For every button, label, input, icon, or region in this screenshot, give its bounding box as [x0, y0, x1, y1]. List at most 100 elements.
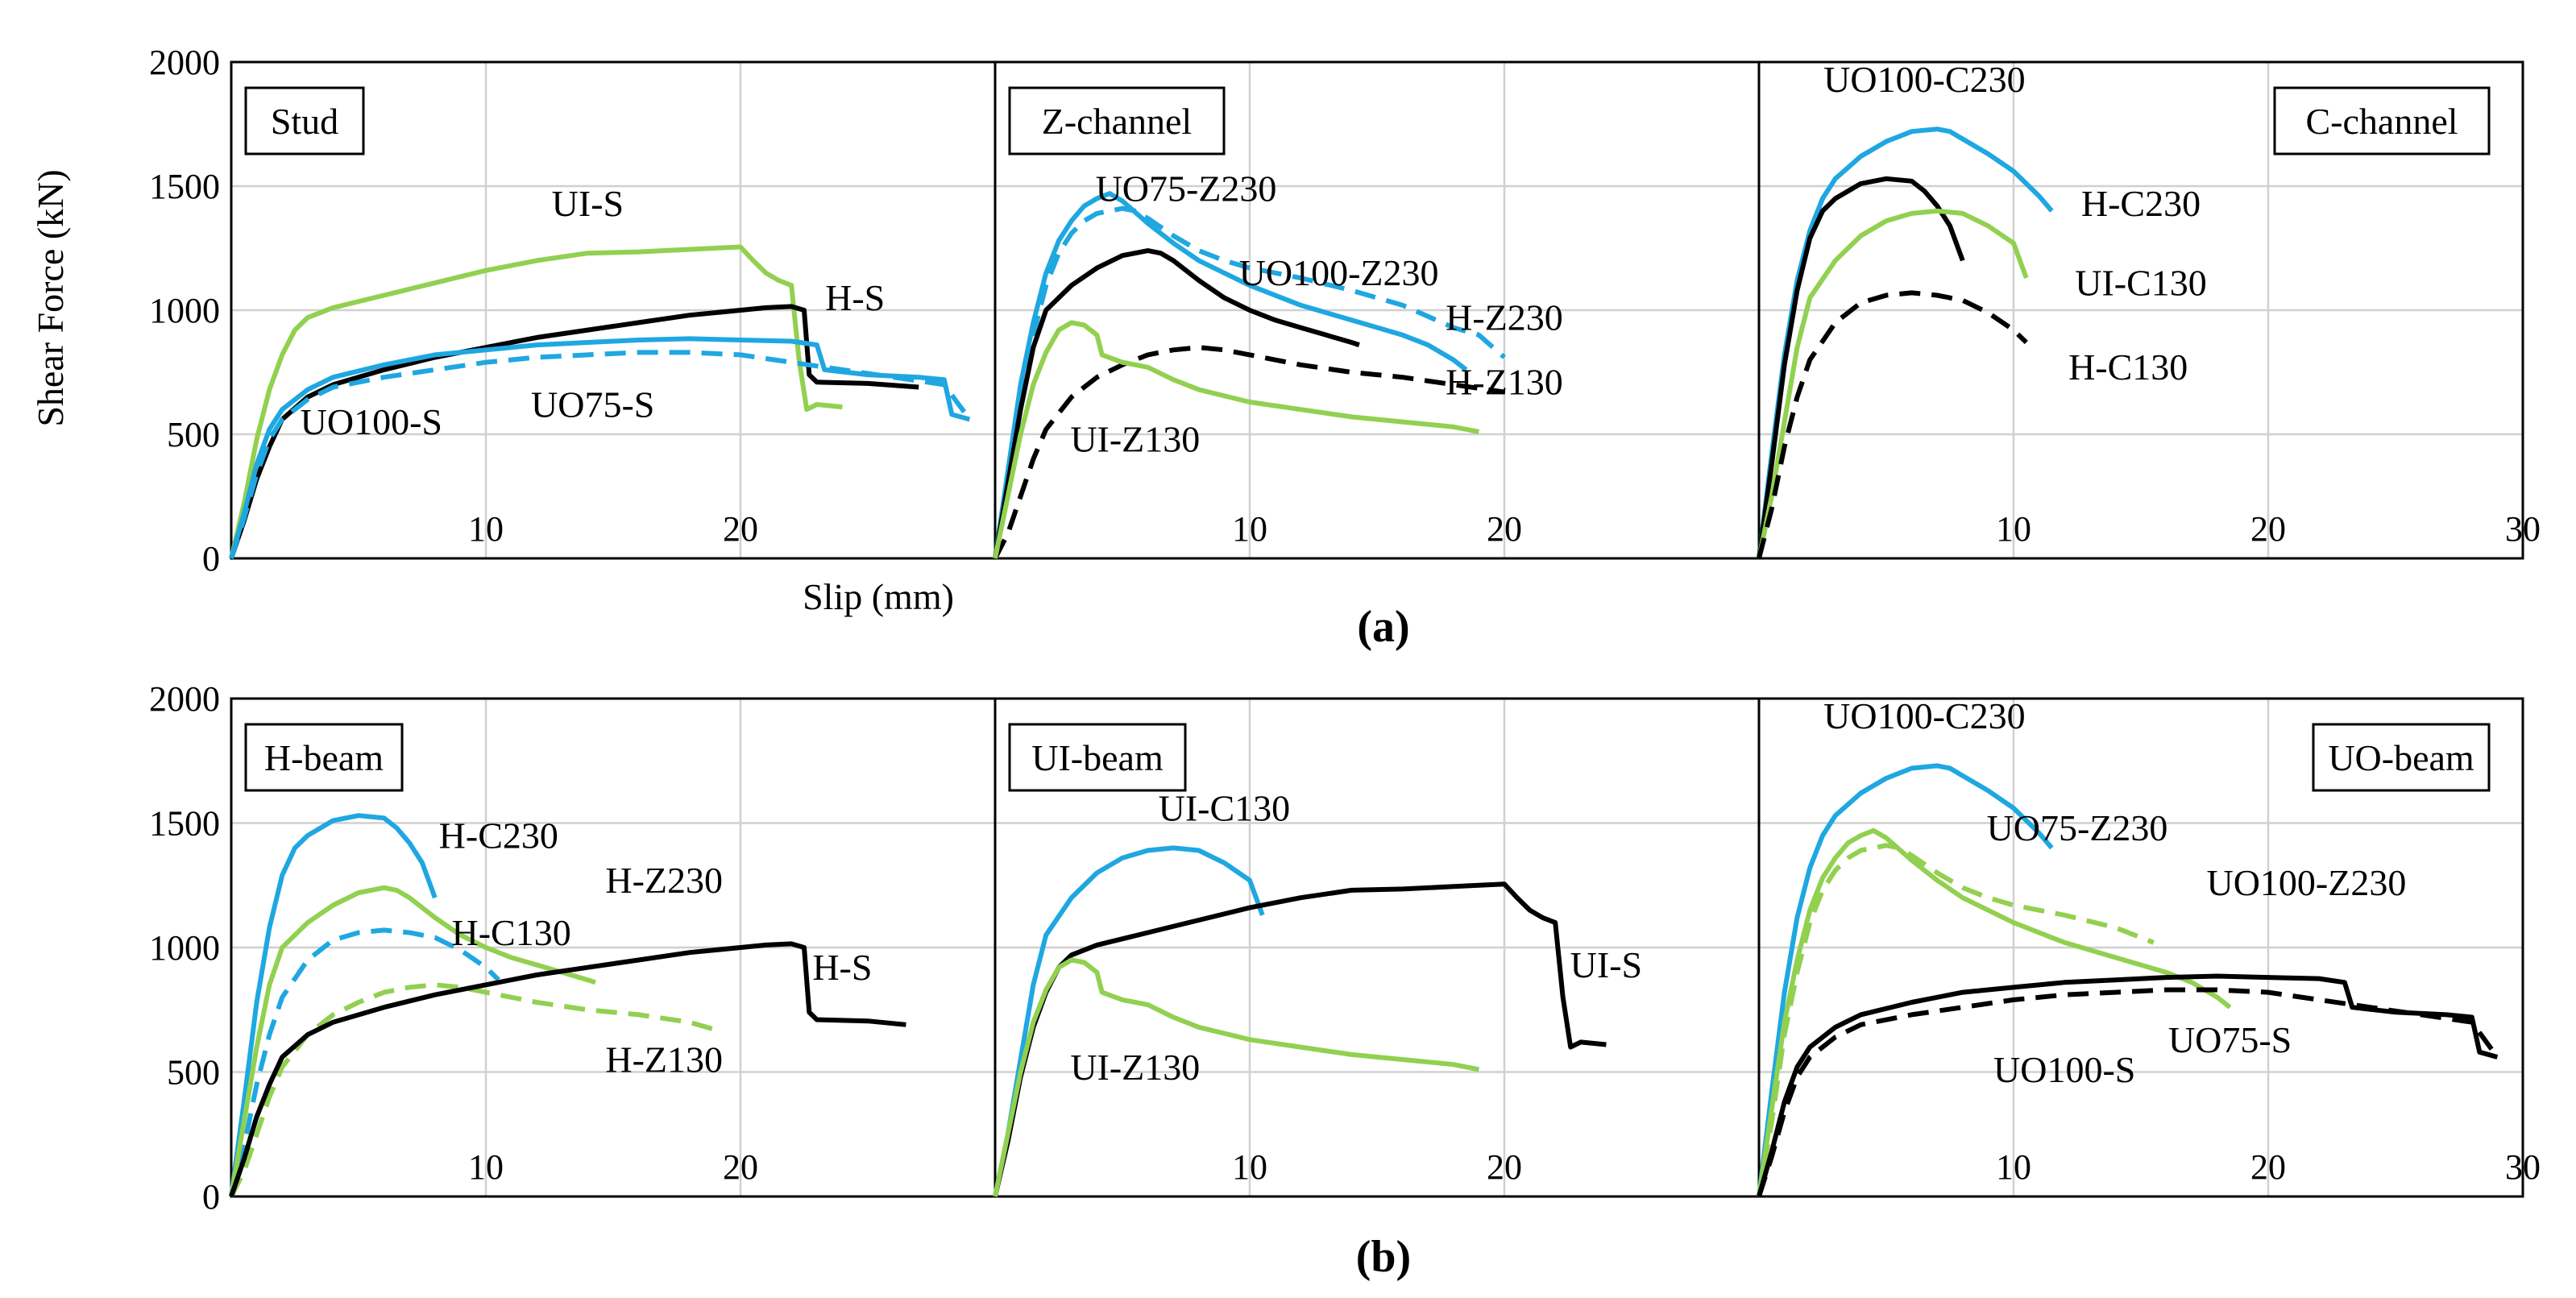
y-tick-label: 0 — [202, 539, 220, 579]
series-annotation: H-Z230 — [1446, 297, 1563, 338]
panel-title-box: Stud — [244, 86, 365, 156]
panel-title-frame — [244, 723, 404, 792]
series-annotation: UO100-Z230 — [2206, 862, 2406, 903]
series-annotation: UI-C130 — [1159, 787, 1291, 828]
x-tick-label: 30 — [2505, 1147, 2541, 1187]
x-tick-label: 30 — [2505, 509, 2541, 549]
series-annotation: UO100-S — [301, 401, 442, 442]
series-line-uo75-s — [229, 336, 971, 559]
x-tick-label: 10 — [1996, 1147, 2031, 1187]
panel-title: UO-beam — [2328, 737, 2474, 778]
series-annotation: UO100-C230 — [1823, 695, 2025, 736]
series-line-h-z230 — [229, 885, 596, 1197]
series-annotation: UO75-Z230 — [1987, 807, 2168, 848]
series-line-h-c230 — [229, 813, 438, 1197]
panels: 0 500 1000 1500 2000 10 20 UI-S H-S UO75-S UO100-S… — [149, 43, 2541, 1217]
series-line-uo100-z230 — [1757, 843, 2155, 1197]
panel-frame — [1757, 697, 2524, 1198]
series-annotation: UI-Z130 — [1070, 1047, 1200, 1088]
y-tick-label: 1000 — [149, 928, 220, 968]
panel-c-channel: 10 20 30 UO100-C230 H-C230 UI-C130 H-C130 C-cha… — [1757, 59, 2541, 560]
series-line-h-z130 — [229, 982, 716, 1198]
series-annotation: UO75-Z230 — [1096, 168, 1277, 209]
panel-title-box: H-beam — [244, 723, 404, 792]
series-annotation: UO100-C230 — [1823, 59, 2025, 100]
series-annotation: UO100-S — [1993, 1049, 2135, 1090]
y-tick-label: 500 — [167, 415, 220, 454]
series-line-uo100-s — [1757, 987, 2499, 1197]
y-tick-label: 500 — [167, 1053, 220, 1093]
series-line-uo75-z230 — [1757, 827, 2232, 1197]
y-tick-label: 1000 — [149, 291, 220, 330]
panel-title: UI-beam — [1031, 737, 1164, 778]
series-line-ui-z130 — [993, 320, 1479, 559]
x-tick-label: 20 — [723, 1147, 758, 1187]
series-line-uo100-s — [229, 350, 972, 559]
series-annotation: H-Z230 — [605, 860, 723, 901]
panel-h-beam: 0 500 1000 1500 2000 10 20 H-C230 H-C130 H-Z230 H-… — [149, 679, 997, 1217]
series-annotation: H-C230 — [2081, 183, 2201, 224]
x-axis-label: Slip (mm) — [803, 576, 954, 617]
series-line-uo75-s — [1757, 973, 2499, 1197]
panel-title-frame — [2312, 723, 2491, 792]
panel-title-frame — [2273, 86, 2491, 156]
row-caption-a: (a) — [1357, 602, 1409, 652]
series-annotation: UI-Z130 — [1070, 419, 1200, 460]
panel-ui-beam: 10 20 UI-C130 UI-S UI-Z130 UI-beam — [993, 697, 1761, 1198]
x-tick-label: 20 — [2250, 509, 2286, 549]
series-annotation: H-Z130 — [605, 1039, 723, 1080]
panel-title-box: UI-beam — [1008, 723, 1187, 792]
x-tick-label: 20 — [1487, 1147, 1522, 1187]
panel-title: Z-channel — [1042, 101, 1192, 142]
series-annotation: H-S — [825, 277, 885, 318]
series-line-h-z130 — [993, 345, 1505, 560]
series-line-h-z230 — [993, 248, 1360, 559]
panel-title-frame — [1008, 723, 1187, 792]
panel-title-box: UO-beam — [2312, 723, 2491, 792]
x-tick-label: 20 — [723, 509, 758, 549]
x-tick-label: 20 — [2250, 1147, 2286, 1187]
series-line-ui-z130 — [993, 957, 1479, 1197]
y-tick-label: 2000 — [149, 43, 220, 82]
panel-title: C-channel — [2305, 101, 2458, 142]
series-line-h-s — [229, 941, 906, 1197]
series-annotation: H-C130 — [451, 912, 570, 953]
series-line-uo100-c230 — [1757, 126, 2054, 559]
series-line-h-c130 — [229, 927, 500, 1197]
series-annotation: H-S — [812, 947, 872, 988]
panel-frame — [1757, 60, 2524, 560]
panel-uo-beam: 10 20 30 UO100-C230 UO75-Z230 UO100-Z230 UO100… — [1757, 695, 2541, 1198]
series-line-ui-c130 — [1757, 208, 2029, 559]
y-axis-label: Shear Force (kN) — [30, 169, 71, 426]
x-tick-label: 10 — [468, 509, 504, 549]
panel-title-box: Z-channel — [1008, 86, 1226, 156]
series-annotation: UI-S — [552, 183, 624, 224]
series-annotation: UI-S — [1570, 944, 1642, 985]
x-tick-label: 10 — [1232, 509, 1267, 549]
panel-title-frame — [1008, 86, 1226, 156]
panel-title-box: C-channel — [2273, 86, 2491, 156]
series-line-ui-s — [229, 244, 843, 559]
x-tick-label: 10 — [1996, 509, 2031, 549]
y-tick-label: 1500 — [149, 804, 220, 844]
series-line-uo100-c230 — [1757, 763, 2054, 1197]
x-tick-label: 20 — [1487, 509, 1522, 549]
series-annotation: UO100-Z230 — [1239, 252, 1439, 293]
panel-title: Stud — [271, 101, 338, 142]
x-tick-label: 10 — [468, 1147, 504, 1187]
series-annotation: UI-C130 — [2075, 263, 2207, 304]
y-tick-label: 0 — [202, 1177, 220, 1217]
series-line-h-c130 — [1757, 290, 2028, 559]
row-caption-b: (b) — [1356, 1232, 1411, 1282]
series-annotation: UO75-S — [2168, 1019, 2292, 1060]
series-annotation: H-C130 — [2068, 346, 2188, 388]
series-line-uo75-z230 — [993, 191, 1468, 559]
x-tick-label: 10 — [1232, 1147, 1267, 1187]
series-annotation: H-Z130 — [1446, 362, 1563, 403]
series-annotation: H-C230 — [439, 815, 558, 856]
panel-stud: 0 500 1000 1500 2000 10 20 UI-S H-S UO75-S UO100-S… — [149, 43, 997, 579]
y-tick-label: 1500 — [149, 167, 220, 206]
series-line-h-c230 — [1757, 176, 1965, 559]
y-tick-label: 2000 — [149, 679, 220, 719]
